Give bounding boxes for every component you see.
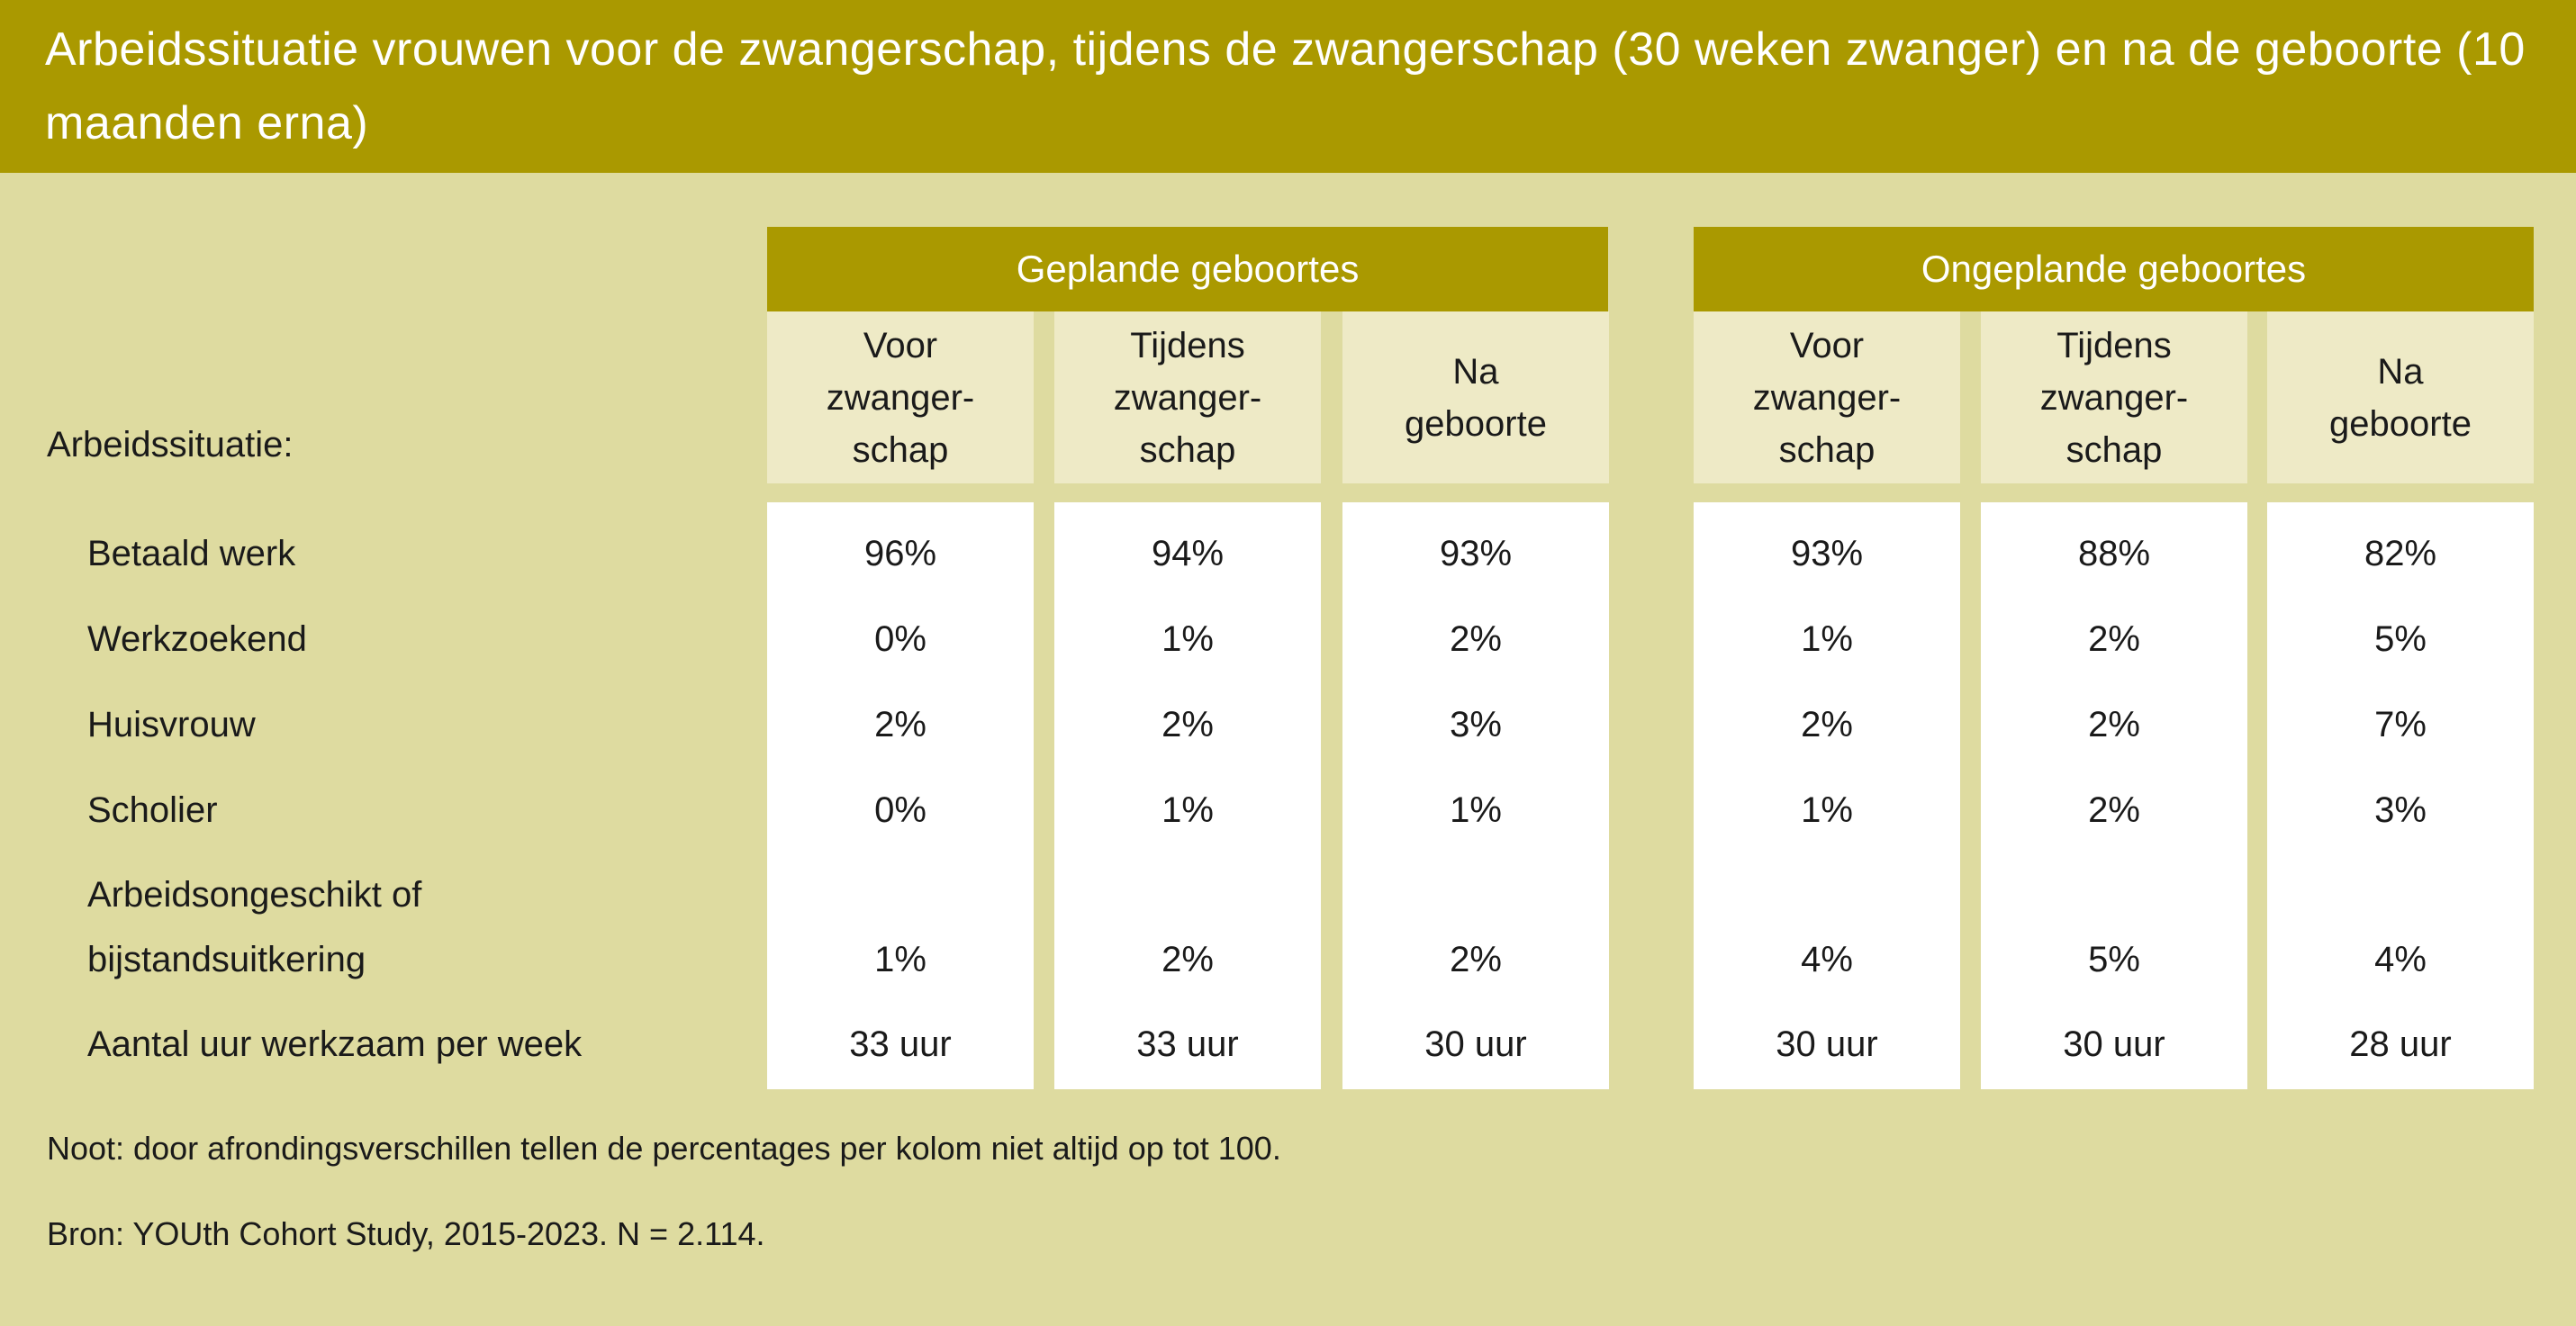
row-label: Betaald werk <box>87 534 296 573</box>
column-header: Na geboorte <box>1342 311 1609 483</box>
column-header: Tijdens zwanger- schap <box>1054 311 1321 483</box>
data-column <box>767 502 1034 1089</box>
data-column <box>1981 502 2247 1089</box>
table-cell: 1% <box>874 940 926 979</box>
column-header: Na geboorte <box>2267 311 2534 483</box>
data-column <box>1342 502 1609 1089</box>
column-header: Voor zwanger- schap <box>767 311 1034 483</box>
note-text: Noot: door afrondingsverschillen tellen … <box>47 1130 1281 1167</box>
table-cell: 30 uur <box>1424 1024 1527 1064</box>
data-column <box>2267 502 2534 1089</box>
table-cell: 1% <box>1801 790 1853 830</box>
row-label: Arbeidsongeschikt of bijstandsuitkering <box>87 875 422 979</box>
data-column <box>1694 502 1960 1089</box>
table-cell: 1% <box>1801 619 1853 659</box>
table-cell: 0% <box>874 790 926 830</box>
column-header: Tijdens zwanger- schap <box>1981 311 2247 483</box>
table-cell: 0% <box>874 619 926 659</box>
table-cell: 1% <box>1161 790 1214 830</box>
group-header-ongepland: Ongeplande geboortes <box>1694 227 2534 311</box>
row-label: Aantal uur werkzaam per week <box>87 1024 583 1064</box>
table-cell: 30 uur <box>1776 1024 1878 1064</box>
table-cell: 33 uur <box>849 1024 952 1064</box>
table-cell: 3% <box>1450 705 1502 744</box>
table-cell: 2% <box>2088 790 2140 830</box>
table-cell: 5% <box>2374 619 2427 659</box>
table-cell: 2% <box>2088 619 2140 659</box>
table-cell: 33 uur <box>1136 1024 1239 1064</box>
column-header: Voor zwanger- schap <box>1694 311 1960 483</box>
table-cell: 30 uur <box>2063 1024 2165 1064</box>
source-text: Bron: YOUth Cohort Study, 2015-2023. N =… <box>47 1215 765 1252</box>
row-label: Scholier <box>87 790 218 830</box>
row-label: Huisvrouw <box>87 705 256 744</box>
row-label: Werkzoekend <box>87 619 307 659</box>
table-cell: 2% <box>1801 705 1853 744</box>
table-cell: 4% <box>1801 940 1853 979</box>
table-cell: 2% <box>1450 940 1502 979</box>
row-header: Arbeidssituatie: <box>47 425 294 465</box>
table-cell: 93% <box>1790 534 1864 573</box>
table-title: Arbeidssituatie vrouwen voor de zwangers… <box>45 23 2526 149</box>
table-cell: 88% <box>2077 534 2151 573</box>
title-bar: Arbeidssituatie vrouwen voor de zwangers… <box>0 0 2576 173</box>
table-cell: 94% <box>1151 534 1225 573</box>
table-cell: 2% <box>874 705 926 744</box>
table-cell: 4% <box>2374 940 2427 979</box>
table-cell: 96% <box>863 534 937 573</box>
group-header-gepland: Geplande geboortes <box>767 227 1608 311</box>
table-cell: 2% <box>1161 940 1214 979</box>
table-cell: 1% <box>1161 619 1214 659</box>
table-cell: 3% <box>2374 790 2427 830</box>
table-cell: 2% <box>1450 619 1502 659</box>
table-cell: 82% <box>2364 534 2437 573</box>
data-column <box>1054 502 1321 1089</box>
table-cell: 2% <box>2088 705 2140 744</box>
table-cell: 7% <box>2374 705 2427 744</box>
table-cell: 93% <box>1439 534 1513 573</box>
table-cell: 5% <box>2088 940 2140 979</box>
table-cell: 1% <box>1450 790 1502 830</box>
table-cell: 28 uur <box>2349 1024 2452 1064</box>
table-cell: 2% <box>1161 705 1214 744</box>
